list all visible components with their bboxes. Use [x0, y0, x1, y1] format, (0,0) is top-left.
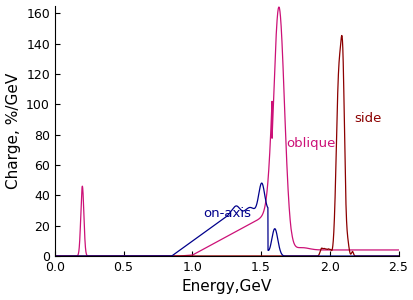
Text: oblique: oblique [285, 137, 335, 150]
Y-axis label: Charge, %/GeV: Charge, %/GeV [5, 73, 21, 189]
Text: side: side [354, 112, 381, 125]
X-axis label: Energy,GeV: Energy,GeV [181, 279, 271, 294]
Text: on-axis: on-axis [203, 207, 251, 220]
